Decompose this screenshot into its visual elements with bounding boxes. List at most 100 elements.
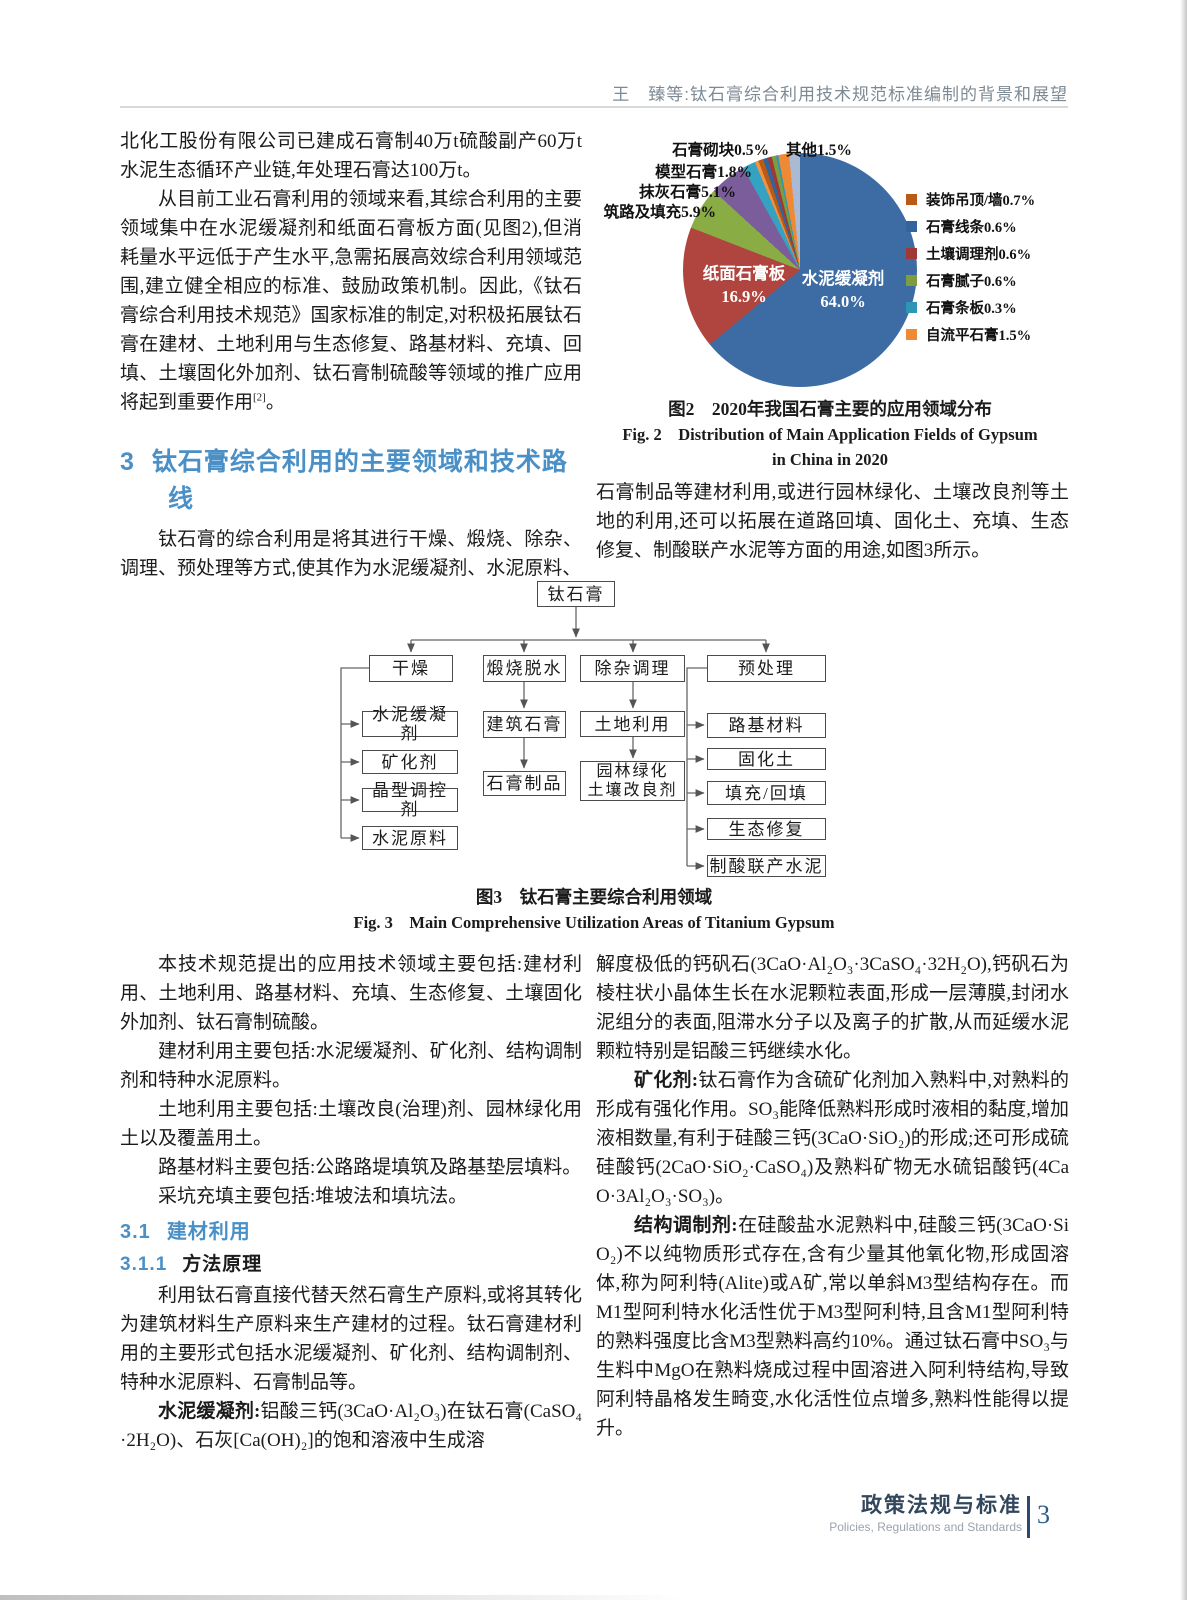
subsection-title: 建材利用: [166, 1221, 251, 1243]
node-gypsum-products: 石膏制品: [483, 771, 566, 796]
section-3-intro: 钛石膏的综合利用是将其进行干燥、煅烧、除杂、调理、预处理等方式,使其作为水泥缓凝…: [120, 525, 582, 583]
section-3-heading: 3 钛石膏综合利用的主要领域和技术路线: [120, 444, 582, 518]
figure2-caption-en: Fig. 2 Distribution of Main Application …: [622, 425, 1038, 444]
body-paragraph: 北化工股份有限公司已建成石膏制40万t硫酸副产60万t水泥生态循环产业链,年处理…: [120, 131, 582, 181]
pie-legend: 装饰吊顶/墙0.7% 石膏线条0.6% 土壤调理剂0.6% 石膏腻子0.6% 石膏条板0…: [906, 186, 1035, 348]
legend-label: 土壤调理剂0.6%: [926, 247, 1032, 263]
subsection-title: 方法原理: [182, 1254, 263, 1275]
body-paragraph: 钛石膏的综合利用是将其进行干燥、煅烧、除杂、调理、预处理等方式,使其作为水泥缓凝…: [120, 529, 582, 579]
legend-swatch: [906, 248, 917, 259]
paragraph-text: 在硅酸盐水泥熟料中,硅酸三钙(3CaO·SiO₂)不以纯物质形式存在,含有少量其…: [596, 1215, 1070, 1439]
figure2-caption-cn: 图2 2020年我国石膏主要的应用领域分布: [668, 399, 992, 419]
body-paragraph: 采坑充填主要包括:堆坡法和填坑法。: [158, 1186, 468, 1207]
footer-page-number: 3: [1037, 1500, 1050, 1529]
legend-swatch: [906, 275, 917, 286]
subsection-311-heading: 3.1.1 方法原理: [120, 1249, 582, 1281]
running-head-title: 王 臻等:钛石膏综合利用技术规范标准编制的背景和展望: [612, 85, 1068, 104]
subsection-number: 3.1.1: [120, 1254, 168, 1275]
node-cement-raw-material: 水泥原料: [362, 826, 458, 850]
figure3-caption: 图3 钛石膏主要综合利用领域 Fig. 3 Main Comprehensive…: [120, 884, 1068, 935]
left-column-top: 北化工股份有限公司已建成石膏制40万t硫酸副产60万t水泥生态循环产业链,年处理…: [120, 127, 582, 417]
paragraph-text: 。: [265, 392, 285, 413]
right-column-top: 石膏制品等建材利用,或进行园林绿化、土壤改良剂等土地的利用,还可以拓展在道路回填…: [596, 478, 1069, 565]
figure2-caption: 图2 2020年我国石膏主要的应用领域分布 Fig. 2 Distributio…: [560, 396, 1100, 472]
reference-marker: [2]: [253, 391, 266, 404]
scan-edge-artifact: [1180, 0, 1187, 1600]
paragraph-lead: 结构调制剂:: [634, 1215, 738, 1236]
body-paragraph: 利用钛石膏直接代替天然石膏生产原料,或将其转化为建筑材料生产原料来生产建材的过程…: [120, 1285, 582, 1393]
section-number: 3: [120, 448, 135, 476]
left-column-bottom: 本技术规范提出的应用技术领域主要包括:建材利用、土地利用、路基材料、充填、生态修…: [120, 950, 582, 1455]
legend-swatch: [906, 194, 917, 205]
flowchart-connectors: [340, 607, 770, 870]
node-land-use: 土地利用: [580, 711, 685, 737]
legend-label: 石膏腻子0.6%: [926, 274, 1017, 290]
node-mineralizer: 矿化剂: [362, 750, 458, 774]
node-solidified-soil: 固化土: [707, 748, 826, 770]
pie-inside-label: 水泥缓凝剂 64.0%: [801, 269, 885, 311]
legend-item: 装饰吊顶/墙0.7%: [906, 186, 1035, 213]
legend-item: 石膏腻子0.6%: [906, 267, 1035, 294]
node-calcination-dehydration: 煅烧脱水: [483, 655, 566, 682]
legend-swatch: [906, 302, 917, 313]
scan-edge-artifact: [0, 1595, 689, 1600]
paragraph-text: 铝酸三钙(3CaO·Al₂O₃)在钛石膏(CaSO₄·2H₂O)、石灰[Ca(O…: [120, 1401, 582, 1451]
subsection-number: 3.1: [120, 1221, 151, 1243]
figure2-caption-en2: in China in 2020: [772, 450, 888, 469]
paragraph-text: 从目前工业石膏利用的领域来看,其综合利用的主要领域集中在水泥缓凝剂和纸面石膏板方…: [120, 189, 582, 413]
pie-callout-label: 石膏砌块0.5%: [672, 142, 769, 159]
node-impurity-removal-conditioning: 除杂调理: [580, 655, 685, 682]
pie-callout-label: 抹灰石膏5.1%: [639, 184, 736, 201]
pie-callout-label: 模型石膏1.8%: [655, 164, 752, 181]
body-paragraph: 石膏制品等建材利用,或进行园林绿化、土壤改良剂等土地的利用,还可以拓展在道路回填…: [596, 482, 1069, 561]
body-paragraph: 建材利用主要包括:水泥缓凝剂、矿化剂、结构调制剂和特种水泥原料。: [120, 1041, 582, 1091]
pie-callout-label: 筑路及填充5.9%: [603, 204, 716, 221]
section-title: 钛石膏综合利用的主要领域和技术路线: [151, 448, 568, 513]
body-paragraph: 结构调制剂:在硅酸盐水泥熟料中,硅酸三钙(3CaO·SiO₂)不以纯物质形式存在…: [596, 1211, 1069, 1443]
section-3: 3 钛石膏综合利用的主要领域和技术路线 钛石膏的综合利用是将其进行干燥、煅烧、除杂…: [120, 444, 582, 583]
legend-swatch: [906, 221, 917, 232]
legend-item: 土壤调理剂0.6%: [906, 240, 1035, 267]
paragraph-lead: 水泥缓凝剂:: [158, 1401, 261, 1422]
footer-journal-section-cn: 政策法规与标准: [861, 1494, 1022, 1517]
body-paragraph: 土地利用主要包括:土壤改良(治理)剂、园林绿化用土以及覆盖用土。: [120, 1099, 582, 1149]
node-acid-coproduction-cement: 制酸联产水泥: [707, 855, 826, 877]
node-pretreatment: 预处理: [707, 655, 826, 682]
node-fill-backfill: 填充/回填: [707, 781, 826, 805]
body-paragraph: 从目前工业石膏利用的领域来看,其综合利用的主要领域集中在水泥缓凝剂和纸面石膏板方…: [120, 185, 582, 417]
pie: [683, 153, 917, 387]
body-paragraph: 路基材料主要包括:公路路堤填筑及路基垫层填料。: [158, 1157, 582, 1178]
footer-journal-section-en: Policies, Regulations and Standards: [829, 1520, 1022, 1534]
pie-callout-label: 其他1.5%: [786, 142, 852, 159]
node-landscaping-soil-improver: 园林绿化 土壤改良剂: [580, 761, 685, 801]
figure3-caption-en: Fig. 3 Main Comprehensive Utilization Ar…: [353, 913, 835, 932]
node-ecological-restoration: 生态修复: [707, 818, 826, 840]
footer-journal-section: 政策法规与标准 Policies, Regulations and Standa…: [829, 1494, 1022, 1536]
legend-item: 石膏线条0.6%: [906, 213, 1035, 240]
legend-item: 石膏条板0.3%: [906, 294, 1035, 321]
legend-label: 石膏线条0.6%: [926, 220, 1017, 236]
figure3-flowchart: 钛石膏 干燥 煅烧脱水 除杂调理 预处理 水泥缓凝剂 矿化剂 晶型调控剂 水泥原…: [330, 578, 835, 878]
node-crystal-regulator: 晶型调控剂: [362, 781, 458, 819]
node-cement-retarder: 水泥缓凝剂: [362, 705, 458, 743]
node-building-gypsum: 建筑石膏: [483, 711, 566, 738]
body-paragraph: 矿化剂:钛石膏作为含硫矿化剂加入熟料中,对熟料的形成有强化作用。SO₃能降低熟料…: [596, 1066, 1069, 1211]
paragraph-text: 钛石膏作为含硫矿化剂加入熟料中,对熟料的形成有强化作用。SO₃能降低熟料形成时液…: [596, 1070, 1069, 1207]
node-roadbed-material: 路基材料: [707, 713, 826, 738]
legend-label: 自流平石膏1.5%: [926, 328, 1032, 344]
body-paragraph: 本技术规范提出的应用技术领域主要包括:建材利用、土地利用、路基材料、充填、生态修…: [120, 954, 582, 1033]
legend-label: 装饰吊顶/墙0.7%: [926, 193, 1036, 209]
pie-inside-label: 纸面石膏板 16.9%: [702, 264, 786, 306]
node-drying: 干燥: [369, 655, 453, 682]
node-root-titanium-gypsum: 钛石膏: [537, 581, 615, 607]
body-paragraph: 解度极低的钙矾石(3CaO·Al₂O₃·3CaSO₄·32H₂O),钙矾石为棱柱…: [596, 954, 1069, 1062]
paragraph-lead: 矿化剂:: [634, 1070, 699, 1091]
right-column-bottom: 解度极低的钙矾石(3CaO·Al₂O₃·3CaSO₄·32H₂O),钙矾石为棱柱…: [596, 950, 1069, 1443]
legend-label: 石膏条板0.3%: [926, 301, 1017, 317]
body-paragraph: 水泥缓凝剂:铝酸三钙(3CaO·Al₂O₃)在钛石膏(CaSO₄·2H₂O)、石…: [120, 1397, 582, 1455]
figure3-caption-cn: 图3 钛石膏主要综合利用领域: [475, 887, 713, 907]
figure2-pie-chart: 石膏砌块0.5% 其他1.5% 模型石膏1.8% 抹灰石膏5.1% 筑路及填充5.9% 纸…: [590, 136, 1070, 394]
subsection-31-heading: 3.1 建材利用: [120, 1215, 582, 1249]
footer-divider: [1027, 1496, 1030, 1538]
